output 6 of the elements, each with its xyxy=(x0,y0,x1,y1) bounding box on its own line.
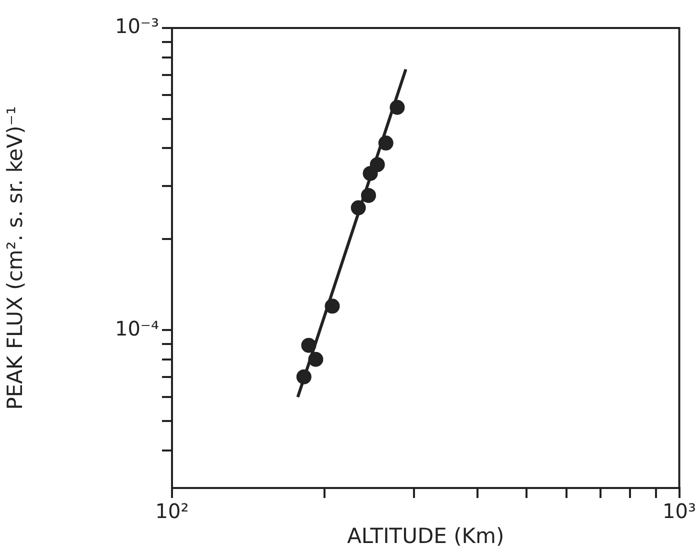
y-tick-label: 10⁻³ xyxy=(114,14,159,38)
x-axis-title: ALTITUDE (Km) xyxy=(347,524,504,548)
y-axis-title: PEAK FLUX (cm². s. sr. keV)⁻¹ xyxy=(3,106,28,410)
y-tick-label: 10⁻⁴ xyxy=(114,316,159,340)
x-tick-label: 10³ xyxy=(662,499,696,524)
x-tick-label: 10² xyxy=(155,499,189,524)
